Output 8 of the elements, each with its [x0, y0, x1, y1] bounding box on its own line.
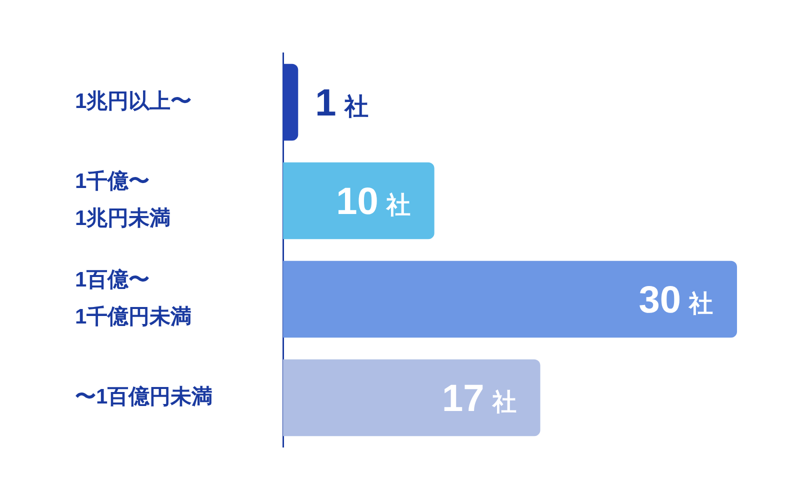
y-tick-label: 1兆円以上〜	[75, 90, 192, 114]
bar	[283, 162, 434, 240]
y-tick-label: 1千億〜 1兆円未満	[75, 169, 171, 230]
y-tick-label: 〜1百億円未満	[75, 384, 213, 409]
bar	[283, 260, 737, 338]
bar	[283, 359, 540, 436]
bar	[283, 64, 298, 141]
y-tick-label: 1百億〜 1千億円未満	[75, 268, 192, 328]
